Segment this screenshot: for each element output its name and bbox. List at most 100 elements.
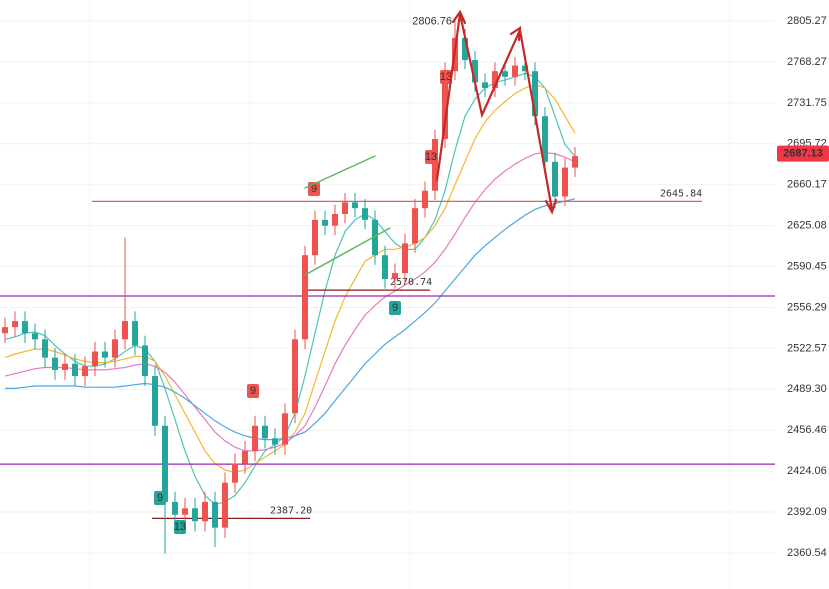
candle-body xyxy=(42,339,48,358)
candle-body xyxy=(82,366,88,377)
candle-body xyxy=(282,413,288,445)
candle-body xyxy=(522,65,528,72)
candle-body xyxy=(312,219,318,256)
candle-body xyxy=(322,219,328,226)
y-tick-label: 2660.17 xyxy=(787,179,827,191)
arrow-head xyxy=(451,9,467,25)
candle-body xyxy=(492,71,498,88)
count-marker: 9 xyxy=(311,183,317,195)
count-marker-box xyxy=(154,491,166,505)
annotations xyxy=(304,9,558,276)
candle-body xyxy=(552,161,558,197)
candle-body xyxy=(362,208,368,220)
axis-background xyxy=(775,0,829,589)
candle-body xyxy=(442,71,448,139)
candle-body xyxy=(162,425,168,502)
moving-average xyxy=(4,72,576,506)
arrow-head xyxy=(544,198,558,215)
count-marker-box xyxy=(247,384,259,398)
candle-body xyxy=(192,508,198,522)
y-tick-label: 2392.09 xyxy=(787,506,827,518)
candle-body xyxy=(482,82,488,88)
count-marker: 13 xyxy=(440,71,452,83)
candle-body xyxy=(222,482,228,528)
peak-label: 2806.76 xyxy=(412,15,452,27)
candle-body xyxy=(332,214,338,226)
candle-body xyxy=(62,363,68,370)
candle-body xyxy=(462,37,468,61)
candle-body xyxy=(342,202,348,215)
candle-body xyxy=(132,321,138,346)
candle-body xyxy=(142,345,148,377)
candle-body xyxy=(22,321,28,334)
candle-body xyxy=(382,255,388,280)
count-marker-box xyxy=(440,70,452,84)
candle-body xyxy=(292,339,298,414)
candle-body xyxy=(152,376,158,426)
trend-line xyxy=(304,227,391,276)
candle-body xyxy=(302,255,308,340)
candle-body xyxy=(262,425,268,439)
y-tick-label: 2489.30 xyxy=(787,383,827,395)
y-tick-label: 2625.08 xyxy=(787,220,827,232)
candle-body xyxy=(182,508,188,515)
count-marker-box xyxy=(425,150,437,164)
count-marker-box xyxy=(389,301,401,315)
grid xyxy=(0,0,775,589)
y-tick-label: 2805.27 xyxy=(787,15,827,27)
candle-body xyxy=(72,363,78,377)
candle-body xyxy=(572,156,578,168)
candle-body xyxy=(412,208,418,244)
level-label: 2387.20 xyxy=(270,505,312,516)
candle-body xyxy=(232,463,238,483)
y-tick-label: 2424.06 xyxy=(787,465,827,477)
count-marker-box xyxy=(174,520,186,534)
candle-body xyxy=(202,501,208,522)
last-price-box xyxy=(777,145,829,162)
y-tick-label: 2768.27 xyxy=(787,56,827,68)
candle-body xyxy=(472,60,478,83)
count-marker: 13 xyxy=(174,521,186,533)
moving-average xyxy=(5,198,576,441)
last-price-label: 2687.13 xyxy=(783,148,823,160)
level-label: 2645.84 xyxy=(660,188,702,199)
candle-body xyxy=(272,438,278,445)
candle-body xyxy=(352,202,358,209)
candle-body xyxy=(422,190,428,209)
candle-body xyxy=(242,450,248,464)
candle-body xyxy=(172,501,178,515)
y-tick-label: 2522.57 xyxy=(787,342,827,354)
candle-body xyxy=(502,71,508,77)
count-marker: 9 xyxy=(250,385,256,397)
candle-body xyxy=(122,321,128,340)
level-label: 2570.74 xyxy=(390,277,432,288)
candle-body xyxy=(52,357,58,370)
candle-body xyxy=(32,333,38,340)
candle-body xyxy=(92,351,98,367)
candle-body xyxy=(112,339,118,358)
y-tick-label: 2360.54 xyxy=(787,547,827,559)
candle-body xyxy=(212,501,218,528)
candle-body xyxy=(392,273,398,280)
arrow-head xyxy=(509,25,522,42)
y-tick-label: 2556.29 xyxy=(787,301,827,313)
count-marker: 13 xyxy=(425,151,437,163)
candle-body xyxy=(542,116,548,162)
price-axis: 2805.272768.272731.752695.722660.172625.… xyxy=(775,0,829,589)
candle-body xyxy=(532,71,538,117)
zigzag-arrow xyxy=(435,13,554,212)
plot: 2645.84 2570.74 2387.20 9 13 9 13 9 9 13 2806.76 xyxy=(0,15,775,554)
candle-body xyxy=(12,321,18,328)
moving-average xyxy=(4,83,576,474)
candle-body xyxy=(432,138,438,191)
y-tick-label: 2731.75 xyxy=(787,97,827,109)
candle-body xyxy=(252,425,258,451)
moving-average xyxy=(4,151,576,452)
count-marker: 9 xyxy=(392,302,398,314)
candle-body xyxy=(562,167,568,197)
trend-line xyxy=(304,155,376,189)
candle-body xyxy=(2,327,8,334)
candle-body xyxy=(372,219,378,256)
